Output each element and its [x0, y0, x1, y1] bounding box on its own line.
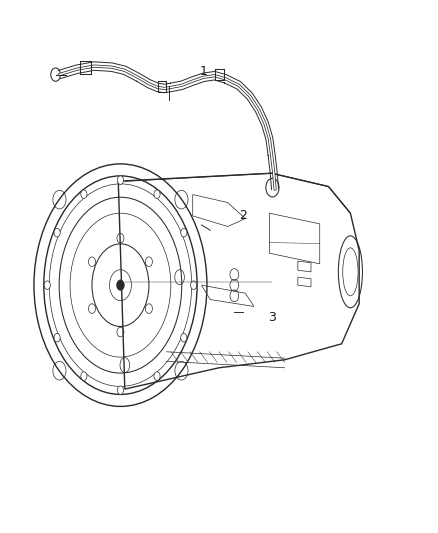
Ellipse shape: [81, 372, 87, 381]
Ellipse shape: [44, 281, 50, 289]
Ellipse shape: [154, 190, 160, 198]
Ellipse shape: [117, 280, 124, 290]
Ellipse shape: [181, 228, 187, 237]
Ellipse shape: [181, 334, 187, 342]
Text: 2: 2: [239, 209, 247, 222]
Ellipse shape: [191, 281, 197, 289]
Ellipse shape: [117, 176, 124, 184]
Text: 3: 3: [268, 311, 276, 324]
Ellipse shape: [154, 372, 160, 381]
Ellipse shape: [81, 190, 87, 198]
Ellipse shape: [54, 228, 60, 237]
Text: 1: 1: [200, 66, 208, 78]
Ellipse shape: [117, 386, 124, 394]
Ellipse shape: [54, 334, 60, 342]
